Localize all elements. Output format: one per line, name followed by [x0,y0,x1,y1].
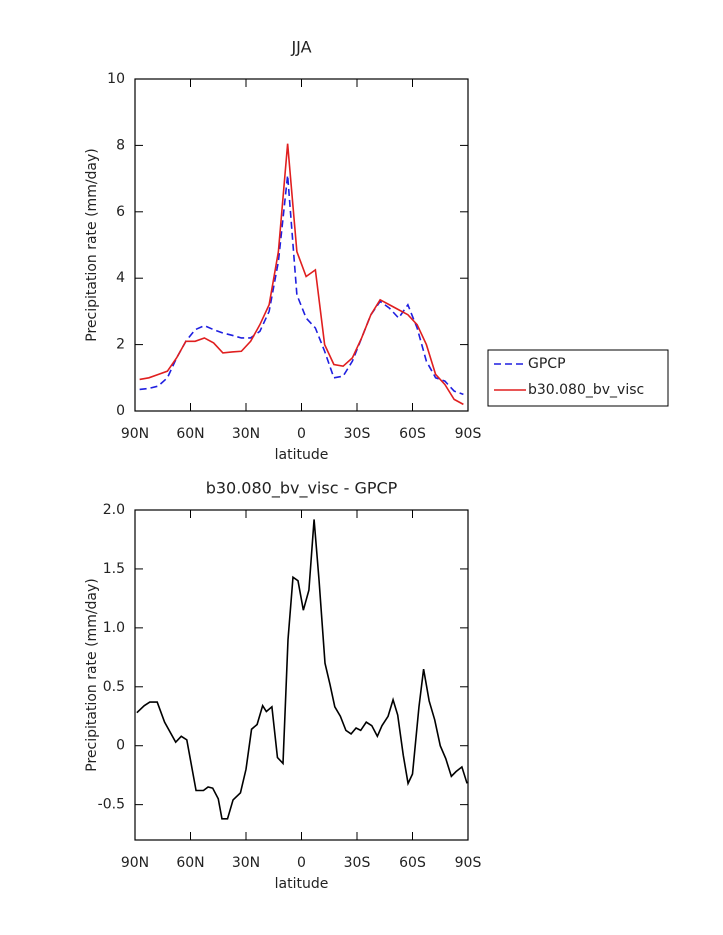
x-tick-label: 60N [176,426,204,442]
y-tick-label: 0 [116,403,125,419]
x-tick-label: 90S [455,855,482,871]
x-tick-label: 30N [232,426,260,442]
data-line [139,143,464,406]
data-line [139,175,464,396]
legend-label: GPCP [528,356,566,372]
plot-frame [134,509,469,841]
x-tick-label: 60S [399,426,426,442]
x-tick-label: 30S [344,426,371,442]
chart-title: JJA [290,38,311,57]
y-tick-label: 8 [116,137,125,153]
x-tick-label: 30S [344,855,371,871]
x-tick-label: 0 [297,855,306,871]
x-axis-title: latitude [275,447,329,463]
legend-box [487,349,669,407]
y-axis-title: Precipitation rate (mm/day) [84,578,100,772]
x-tick-label: 0 [297,426,306,442]
x-tick-label: 60S [399,855,426,871]
y-tick-label: 0.5 [103,679,125,695]
legend-label: b30.080_bv_visc [528,382,644,398]
y-tick-label: 6 [116,204,125,220]
y-tick-label: 1.5 [103,561,125,577]
y-tick-label: 2.0 [103,502,125,518]
x-tick-label: 90S [455,426,482,442]
chart-title: b30.080_bv_visc - GPCP [206,479,398,499]
plot-frame [134,78,469,412]
y-tick-label: 1.0 [103,620,125,636]
x-tick-label: 90N [121,426,149,442]
data-line [136,519,468,820]
y-axis-title: Precipitation rate (mm/day) [84,148,100,342]
x-tick-label: 90N [121,855,149,871]
y-tick-label: 2 [116,337,125,353]
x-tick-label: 60N [176,855,204,871]
x-axis-title: latitude [275,876,329,892]
x-tick-label: 30N [232,855,260,871]
y-tick-label: 10 [107,71,125,87]
y-tick-label: 0 [116,738,125,754]
y-tick-label: -0.5 [98,797,125,813]
y-tick-label: 4 [116,270,125,286]
